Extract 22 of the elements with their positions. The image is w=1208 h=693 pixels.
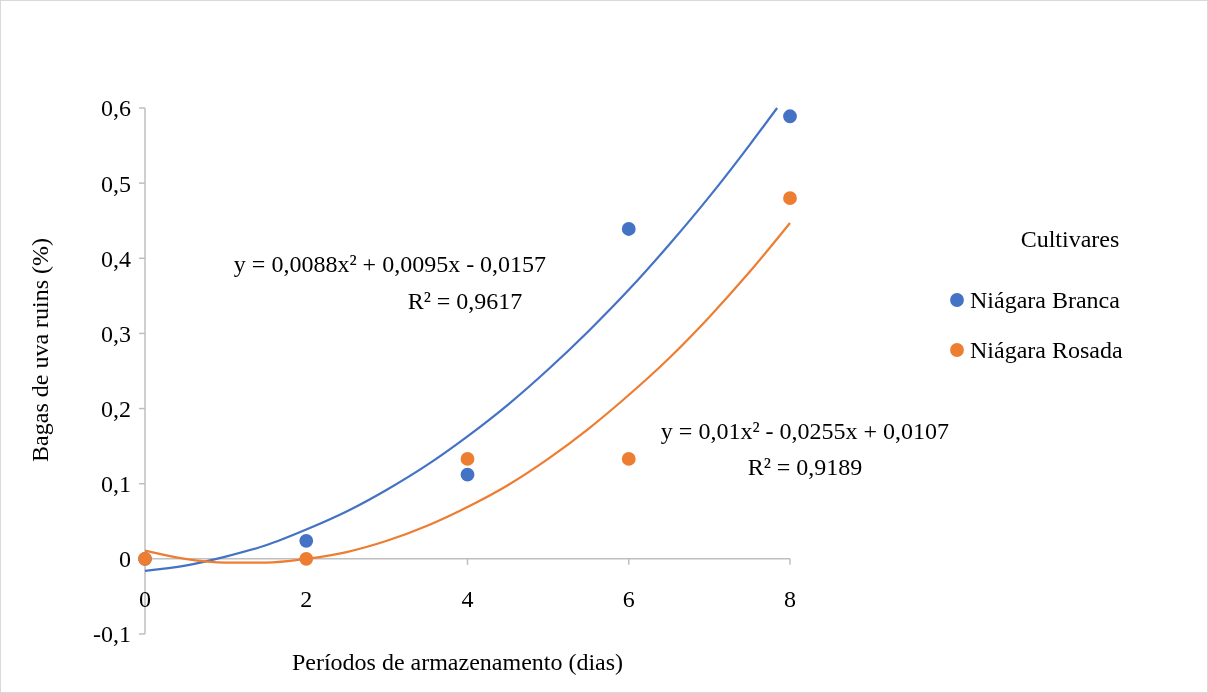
annotation: R² = 0,9189 <box>747 454 863 480</box>
y-tick-label: 0,1 <box>101 471 131 498</box>
y-tick-label: 0,5 <box>101 170 131 197</box>
y-tick-label: 0,3 <box>101 320 131 347</box>
y-tick-label: 0 <box>119 546 131 573</box>
y-tick-label: 0,2 <box>101 395 131 422</box>
annotation: y = 0,01x² - 0,0255x + 0,0107 <box>660 418 950 444</box>
annotation: R² = 0,9617 <box>407 288 523 314</box>
legend-label: Niágara Rosada <box>970 337 1123 364</box>
x-axis-title: Períodos de armazenamento (dias) <box>291 649 624 675</box>
x-tick-label: 6 <box>622 585 635 612</box>
y-axis-title: Bagas de uva ruins (%) <box>27 237 53 462</box>
y-tick-label: 0,6 <box>101 95 131 122</box>
x-tick-label: 2 <box>300 585 313 612</box>
x-tick-label: 4 <box>461 585 474 612</box>
y-tick-label: -0,1 <box>93 621 131 648</box>
y-tick-label: 0,4 <box>101 245 131 272</box>
annotation: y = 0,0088x² + 0,0095x - 0,0157 <box>233 251 547 277</box>
legend-title: Cultivares <box>1020 226 1120 252</box>
legend-label: Niágara Branca <box>970 287 1121 314</box>
x-tick-label: 8 <box>784 585 796 612</box>
x-tick-label: 0 <box>139 585 151 612</box>
